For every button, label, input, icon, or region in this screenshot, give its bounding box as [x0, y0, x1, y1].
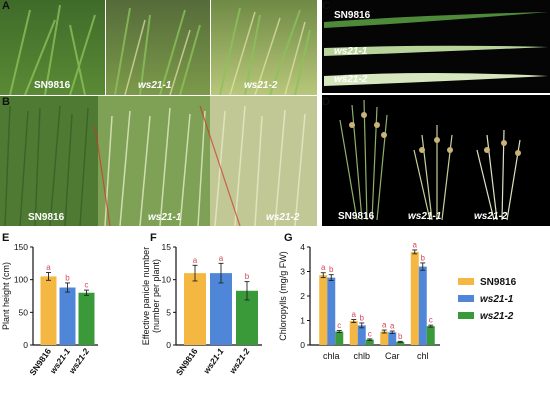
panel-g-letter: G	[284, 232, 293, 244]
panel-c-label-3: ws21-2	[334, 74, 368, 85]
significance-letter: a	[352, 310, 357, 319]
panel-a-label-1: SN9816	[34, 80, 71, 91]
significance-letter: a	[321, 263, 326, 272]
panel-e-letter: E	[2, 232, 9, 244]
y-tick-label-e: 150	[14, 242, 28, 252]
y-tick-label-f: 5	[166, 307, 171, 317]
x-tick-label: chl	[417, 351, 429, 361]
bar	[357, 325, 366, 345]
x-tick-label: chla	[323, 351, 340, 361]
panel-a-label-2: ws21-1	[138, 80, 172, 91]
panel-b-photo: SN9816 ws21-1 ws21-2	[0, 96, 317, 226]
panel-d-photo: SN9816 ws21-1 ws21-2	[322, 95, 550, 226]
y-tick-label-f: 15	[162, 242, 172, 252]
significance-letter: b	[329, 265, 334, 274]
legend-label: ws21-1	[480, 294, 514, 305]
bar	[210, 273, 232, 345]
panel-d-letter: D	[322, 96, 330, 108]
bar	[327, 277, 336, 345]
significance-letter: b	[360, 313, 365, 322]
y-axis-label-g: Chloropylls (mg/g FW)	[278, 251, 288, 341]
panel-b-image	[0, 96, 317, 226]
bar	[40, 276, 57, 345]
x-tick-label: chlb	[353, 351, 370, 361]
bar	[78, 292, 95, 345]
panel-d-label-1: SN9816	[338, 211, 375, 222]
significance-letter: c	[337, 321, 341, 330]
bar	[319, 275, 328, 345]
significance-letter: b	[65, 273, 70, 282]
panel-c-photo: SN9816 ws21-1 ws21-2	[322, 0, 550, 93]
significance-letter: a	[46, 263, 51, 272]
panel-c-letter: C	[322, 0, 330, 12]
bar	[349, 320, 358, 345]
y-tick-label-f: 0	[166, 340, 171, 350]
bar	[236, 290, 258, 345]
y-tick-label-g: 4	[300, 242, 305, 252]
y-tick-label-f: 10	[162, 275, 172, 285]
significance-letter: a	[193, 256, 198, 265]
legend-swatch	[458, 278, 474, 285]
significance-letter: a	[390, 322, 395, 331]
y-tick-label-g: 1	[300, 316, 305, 326]
x-tick-label: ws21-2	[67, 346, 92, 375]
panel-a-letter: A	[2, 0, 10, 12]
y-tick-label-e: 0	[23, 340, 28, 350]
panel-a-photo: SN9816 ws21-1 ws21-2	[0, 0, 317, 95]
bar	[426, 326, 435, 345]
x-tick-label: SN9816	[27, 346, 53, 377]
significance-letter: c	[368, 329, 372, 338]
significance-letter: a	[382, 321, 387, 330]
bar	[396, 341, 405, 345]
panel-d-panicles	[339, 99, 521, 221]
y-tick-label-e: 50	[19, 307, 29, 317]
significance-letter: b	[421, 253, 426, 262]
y-tick-label-e: 100	[14, 275, 28, 285]
x-tick-label: ws21-1	[201, 346, 226, 375]
y-axis-label-f: Effective panicle number	[141, 247, 151, 345]
x-tick-label: Car	[385, 351, 400, 361]
panel-b-label-2: ws21-1	[148, 212, 182, 223]
bar	[418, 266, 427, 345]
bar	[184, 273, 206, 345]
panel-c-label-1: SN9816	[334, 10, 371, 21]
y-tick-label-g: 2	[300, 291, 305, 301]
y-axis-label-f: (number per plant)	[151, 259, 161, 333]
bar	[388, 332, 397, 345]
panel-c-leaves	[324, 12, 548, 86]
bar	[410, 251, 419, 345]
legend-swatch	[458, 312, 474, 319]
panel-a-image	[0, 0, 317, 95]
panel-f-letter: F	[150, 232, 157, 244]
significance-letter: a	[413, 240, 418, 249]
bar	[59, 287, 76, 345]
legend-label: ws21-2	[480, 311, 514, 322]
y-tick-label-g: 0	[300, 340, 305, 350]
y-axis-label-e: Plant height (cm)	[1, 262, 11, 330]
y-tick-label-g: 3	[300, 267, 305, 277]
significance-letter: c	[429, 316, 433, 325]
significance-letter: a	[219, 254, 224, 263]
significance-letter: c	[85, 281, 89, 290]
legend-label: SN9816	[480, 277, 517, 288]
bar	[380, 331, 389, 345]
bar	[335, 331, 344, 345]
panel-d-label-3: ws21-2	[474, 211, 508, 222]
panel-b-letter: B	[2, 96, 10, 108]
panel-b-label-1: SN9816	[28, 212, 65, 223]
significance-letter: b	[245, 272, 250, 281]
significance-letter: b	[398, 332, 403, 341]
panel-b-label-3: ws21-2	[266, 212, 300, 223]
x-tick-label: ws21-2	[227, 346, 252, 375]
panel-c-label-2: ws21-1	[334, 46, 368, 57]
panel-d-label-2: ws21-1	[408, 211, 442, 222]
legend-swatch	[458, 295, 474, 302]
x-tick-label: SN9816	[174, 346, 200, 377]
bar	[365, 339, 374, 345]
panel-a-label-3: ws21-2	[244, 80, 278, 91]
